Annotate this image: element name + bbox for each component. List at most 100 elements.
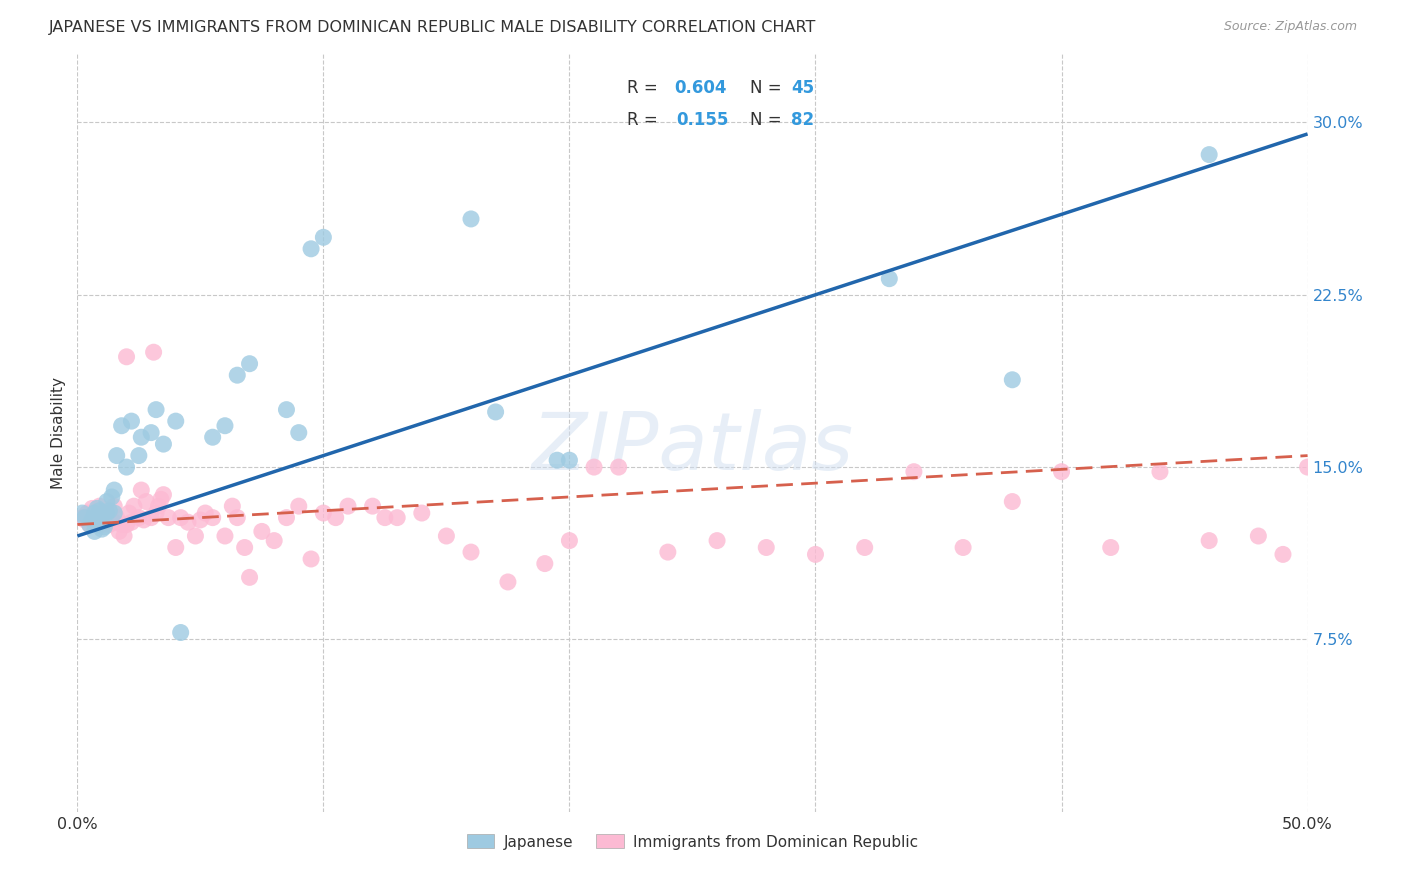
Point <box>111 517 132 532</box>
Point <box>361 499 384 513</box>
Point <box>112 529 135 543</box>
Point <box>1198 147 1220 161</box>
Point <box>90 517 114 532</box>
Point <box>374 510 396 524</box>
Point <box>226 368 249 383</box>
Point <box>98 517 121 532</box>
Point <box>177 515 200 529</box>
Point <box>79 517 101 532</box>
Point <box>385 510 409 524</box>
Point <box>853 541 876 555</box>
Point <box>288 425 311 440</box>
Point <box>201 510 224 524</box>
Point <box>312 506 335 520</box>
Point <box>607 460 630 475</box>
Point <box>755 541 778 555</box>
Point <box>93 506 115 520</box>
Point <box>129 430 153 444</box>
Point <box>1149 465 1171 479</box>
Point <box>214 418 236 433</box>
Point <box>121 414 143 428</box>
Point <box>903 465 925 479</box>
Text: Source: ZipAtlas.com: Source: ZipAtlas.com <box>1223 20 1357 33</box>
Point <box>1272 548 1295 562</box>
Point <box>1198 533 1220 548</box>
Point <box>804 548 827 562</box>
Point <box>103 499 125 513</box>
Point <box>141 510 163 524</box>
Point <box>96 506 118 520</box>
Point <box>233 541 256 555</box>
Text: 0.155: 0.155 <box>676 112 728 129</box>
Point <box>86 501 108 516</box>
Point <box>657 545 679 559</box>
Point <box>70 510 93 524</box>
Point <box>86 517 108 532</box>
Point <box>952 541 974 555</box>
Point <box>1001 373 1024 387</box>
Text: 45: 45 <box>792 78 814 96</box>
Point <box>96 510 118 524</box>
Point <box>276 402 298 417</box>
Point <box>276 510 298 524</box>
Point <box>86 513 108 527</box>
Point <box>170 510 193 524</box>
Text: N =: N = <box>751 78 787 96</box>
Point <box>165 541 187 555</box>
Point <box>103 506 125 520</box>
Point <box>122 499 145 513</box>
Point <box>111 418 132 433</box>
Point <box>221 499 243 513</box>
Point <box>148 499 170 513</box>
Point <box>1296 460 1319 475</box>
Point <box>150 492 173 507</box>
Point <box>534 557 557 571</box>
Point <box>496 574 519 589</box>
Point <box>226 510 249 524</box>
Point <box>214 529 236 543</box>
Point <box>411 506 433 520</box>
Point <box>115 517 138 532</box>
Text: R =: R = <box>627 112 668 129</box>
Point <box>460 545 482 559</box>
Point <box>108 524 131 539</box>
Point <box>73 513 96 527</box>
Point <box>239 357 262 371</box>
Point <box>90 508 114 523</box>
Point <box>96 494 118 508</box>
Point <box>101 513 124 527</box>
Point <box>263 533 285 548</box>
Point <box>70 506 93 520</box>
Point <box>83 524 105 539</box>
Point <box>337 499 360 513</box>
Point <box>105 449 128 463</box>
Point <box>82 501 104 516</box>
Point <box>89 515 111 529</box>
Point <box>152 437 174 451</box>
Point <box>129 483 153 497</box>
Point <box>170 625 193 640</box>
Point <box>83 510 105 524</box>
Point <box>239 570 262 584</box>
Point <box>325 510 347 524</box>
Point <box>558 533 581 548</box>
Point <box>299 242 322 256</box>
Point <box>115 350 138 364</box>
Point <box>90 522 114 536</box>
Point <box>1247 529 1270 543</box>
Point <box>201 430 224 444</box>
Text: R =: R = <box>627 78 664 96</box>
Point <box>165 414 187 428</box>
Point <box>152 488 174 502</box>
Point <box>157 510 180 524</box>
Point <box>103 483 125 497</box>
Point <box>546 453 568 467</box>
Point <box>135 494 157 508</box>
Text: JAPANESE VS IMMIGRANTS FROM DOMINICAN REPUBLIC MALE DISABILITY CORRELATION CHART: JAPANESE VS IMMIGRANTS FROM DOMINICAN RE… <box>49 20 817 35</box>
Point <box>82 513 104 527</box>
Point <box>128 449 150 463</box>
Point <box>145 402 167 417</box>
Point <box>79 517 101 532</box>
Text: 0.604: 0.604 <box>673 78 727 96</box>
Point <box>89 499 111 513</box>
